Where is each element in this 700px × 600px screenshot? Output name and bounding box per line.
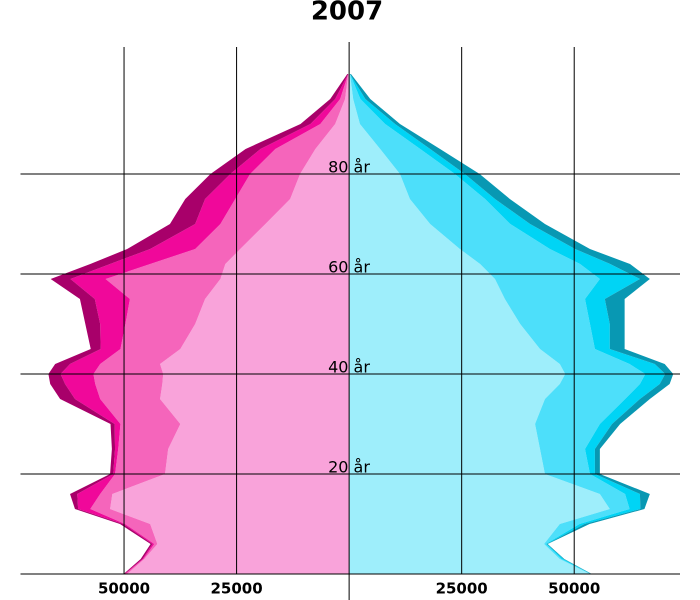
area-layer [90, 74, 349, 574]
x-tick-label: 25000 [436, 580, 488, 598]
y-tick-label: 40 år [328, 358, 370, 377]
chart-title: 2007 [311, 0, 383, 27]
area-layer [60, 74, 349, 574]
area-layer [350, 74, 666, 574]
x-tick-label: 50000 [548, 580, 600, 598]
y-tick-label: 20 år [328, 458, 370, 477]
x-tick-label: 25000 [210, 580, 262, 598]
area-layer [350, 74, 646, 574]
y-tick-label: 60 år [328, 258, 370, 277]
labels: 20 år 40 år 60 år 80 år 50000 25000 25000 50000 [98, 158, 600, 598]
area-layer [110, 74, 350, 574]
area-layer [349, 74, 610, 574]
x-tick-label: 50000 [98, 580, 150, 598]
areas [48, 74, 674, 574]
grid [20, 42, 680, 600]
y-tick-label: 80 år [328, 158, 370, 177]
